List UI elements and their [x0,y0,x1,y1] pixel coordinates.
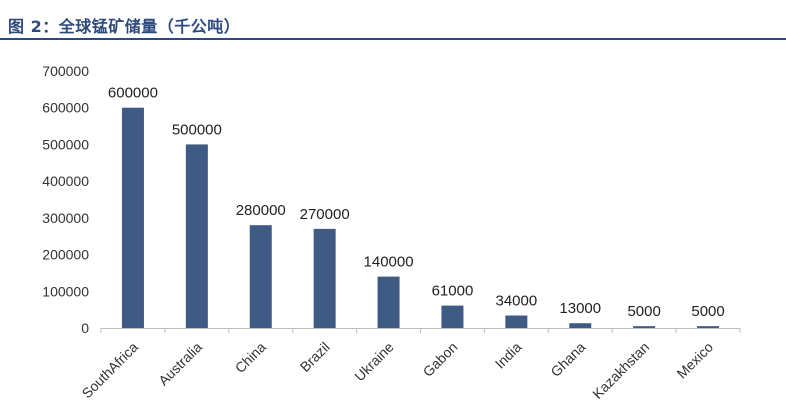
y-tick-label: 300000 [42,210,89,226]
bar [697,326,720,328]
bar [121,107,144,328]
category-label: Kazakhstan [589,339,652,402]
bar [441,305,464,328]
bar [249,225,272,328]
data-labels: 600000 500000 280000 270000 140000 61000 34000… [108,85,725,320]
bar [185,144,208,328]
y-tick-label: 400000 [42,173,89,189]
data-label: 13000 [559,300,601,317]
bar [569,323,592,328]
title-divider [0,38,786,40]
bar [633,326,656,328]
data-label: 61000 [432,283,474,300]
category-labels: SouthAfrica Australia China Brazil Ukraine Ga… [79,339,717,402]
category-label: Ukraine [351,339,397,385]
category-label: Gabon [420,339,461,380]
data-label: 140000 [364,254,414,271]
x-axis [100,328,741,333]
bar [377,276,400,328]
bars [121,107,720,328]
data-label: 34000 [495,293,537,310]
category-label: Australia [155,339,205,389]
category-label: Brazil [297,339,333,375]
category-label: India [492,339,525,372]
y-tick-label: 0 [81,320,89,336]
data-label: 600000 [108,85,158,102]
category-label: Mexico [673,339,716,382]
y-tick-label: 500000 [42,136,89,152]
category-label: China [232,339,269,376]
data-label: 5000 [691,303,724,320]
y-tick-label: 100000 [42,283,89,299]
figure-title: 图 2：全球锰矿储量（千公吨） [8,17,241,36]
data-label: 5000 [627,303,660,320]
y-tick-label: 700000 [42,63,89,79]
y-tick-label: 200000 [42,247,89,263]
data-label: 280000 [236,202,286,219]
y-axis: 0 100000 200000 300000 400000 500000 600000 700… [42,63,89,336]
bar [505,315,528,328]
figure-header: 图 2：全球锰矿储量（千公吨） [0,0,786,40]
y-tick-label: 600000 [42,100,89,116]
data-label: 500000 [172,121,222,138]
category-label: SouthAfrica [79,339,142,402]
bar [313,228,336,328]
data-label: 270000 [300,206,350,223]
category-label: Ghana [547,339,588,380]
